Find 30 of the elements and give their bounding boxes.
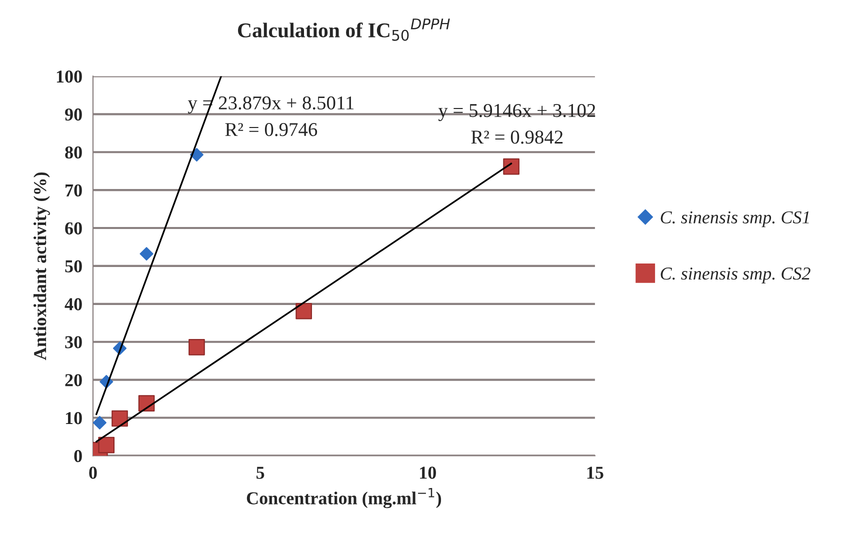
annotation: R² = 0.9842: [471, 130, 563, 144]
y-tick-label: 40: [64, 298, 82, 310]
y-tick-label: 90: [65, 108, 82, 121]
y-axis-title: Antioxidant activity (%): [34, 172, 50, 360]
y-tick-label: 80: [65, 146, 82, 159]
y-tick-label: 70: [66, 184, 82, 197]
x-axis-title: Concentration (mg.ml$^{−1}$): [246, 488, 442, 508]
x-tick-label: 5: [256, 466, 264, 479]
annotation: R² = 0.9746: [225, 122, 318, 136]
point: [503, 158, 520, 175]
point: [190, 148, 204, 162]
y-tick-label: 30: [65, 336, 82, 348]
point: [296, 302, 312, 320]
y-tick-label: 100: [56, 70, 82, 83]
point: [112, 410, 128, 427]
point: [140, 247, 154, 261]
y-tick-label: 0: [74, 450, 82, 462]
point: [188, 339, 205, 356]
x-tick-label: 10: [420, 466, 436, 479]
y-tick-label: 60: [65, 222, 82, 234]
point: [92, 416, 106, 430]
y-tick-label: 10: [66, 412, 82, 424]
legend-label: C. sinensis smp. CS1: [660, 211, 809, 228]
legend-label: C. sinensis smp. CS2: [660, 268, 810, 284]
chart-title: Calculation of IC$_{50}$$^{DPPH}$: [238, 18, 450, 41]
y-tick-label: 20: [65, 374, 82, 386]
y-tick-label: 50: [65, 260, 82, 272]
x-tick-label: 15: [587, 466, 604, 479]
point: [98, 436, 115, 454]
x-tick-label: 0: [89, 466, 97, 479]
